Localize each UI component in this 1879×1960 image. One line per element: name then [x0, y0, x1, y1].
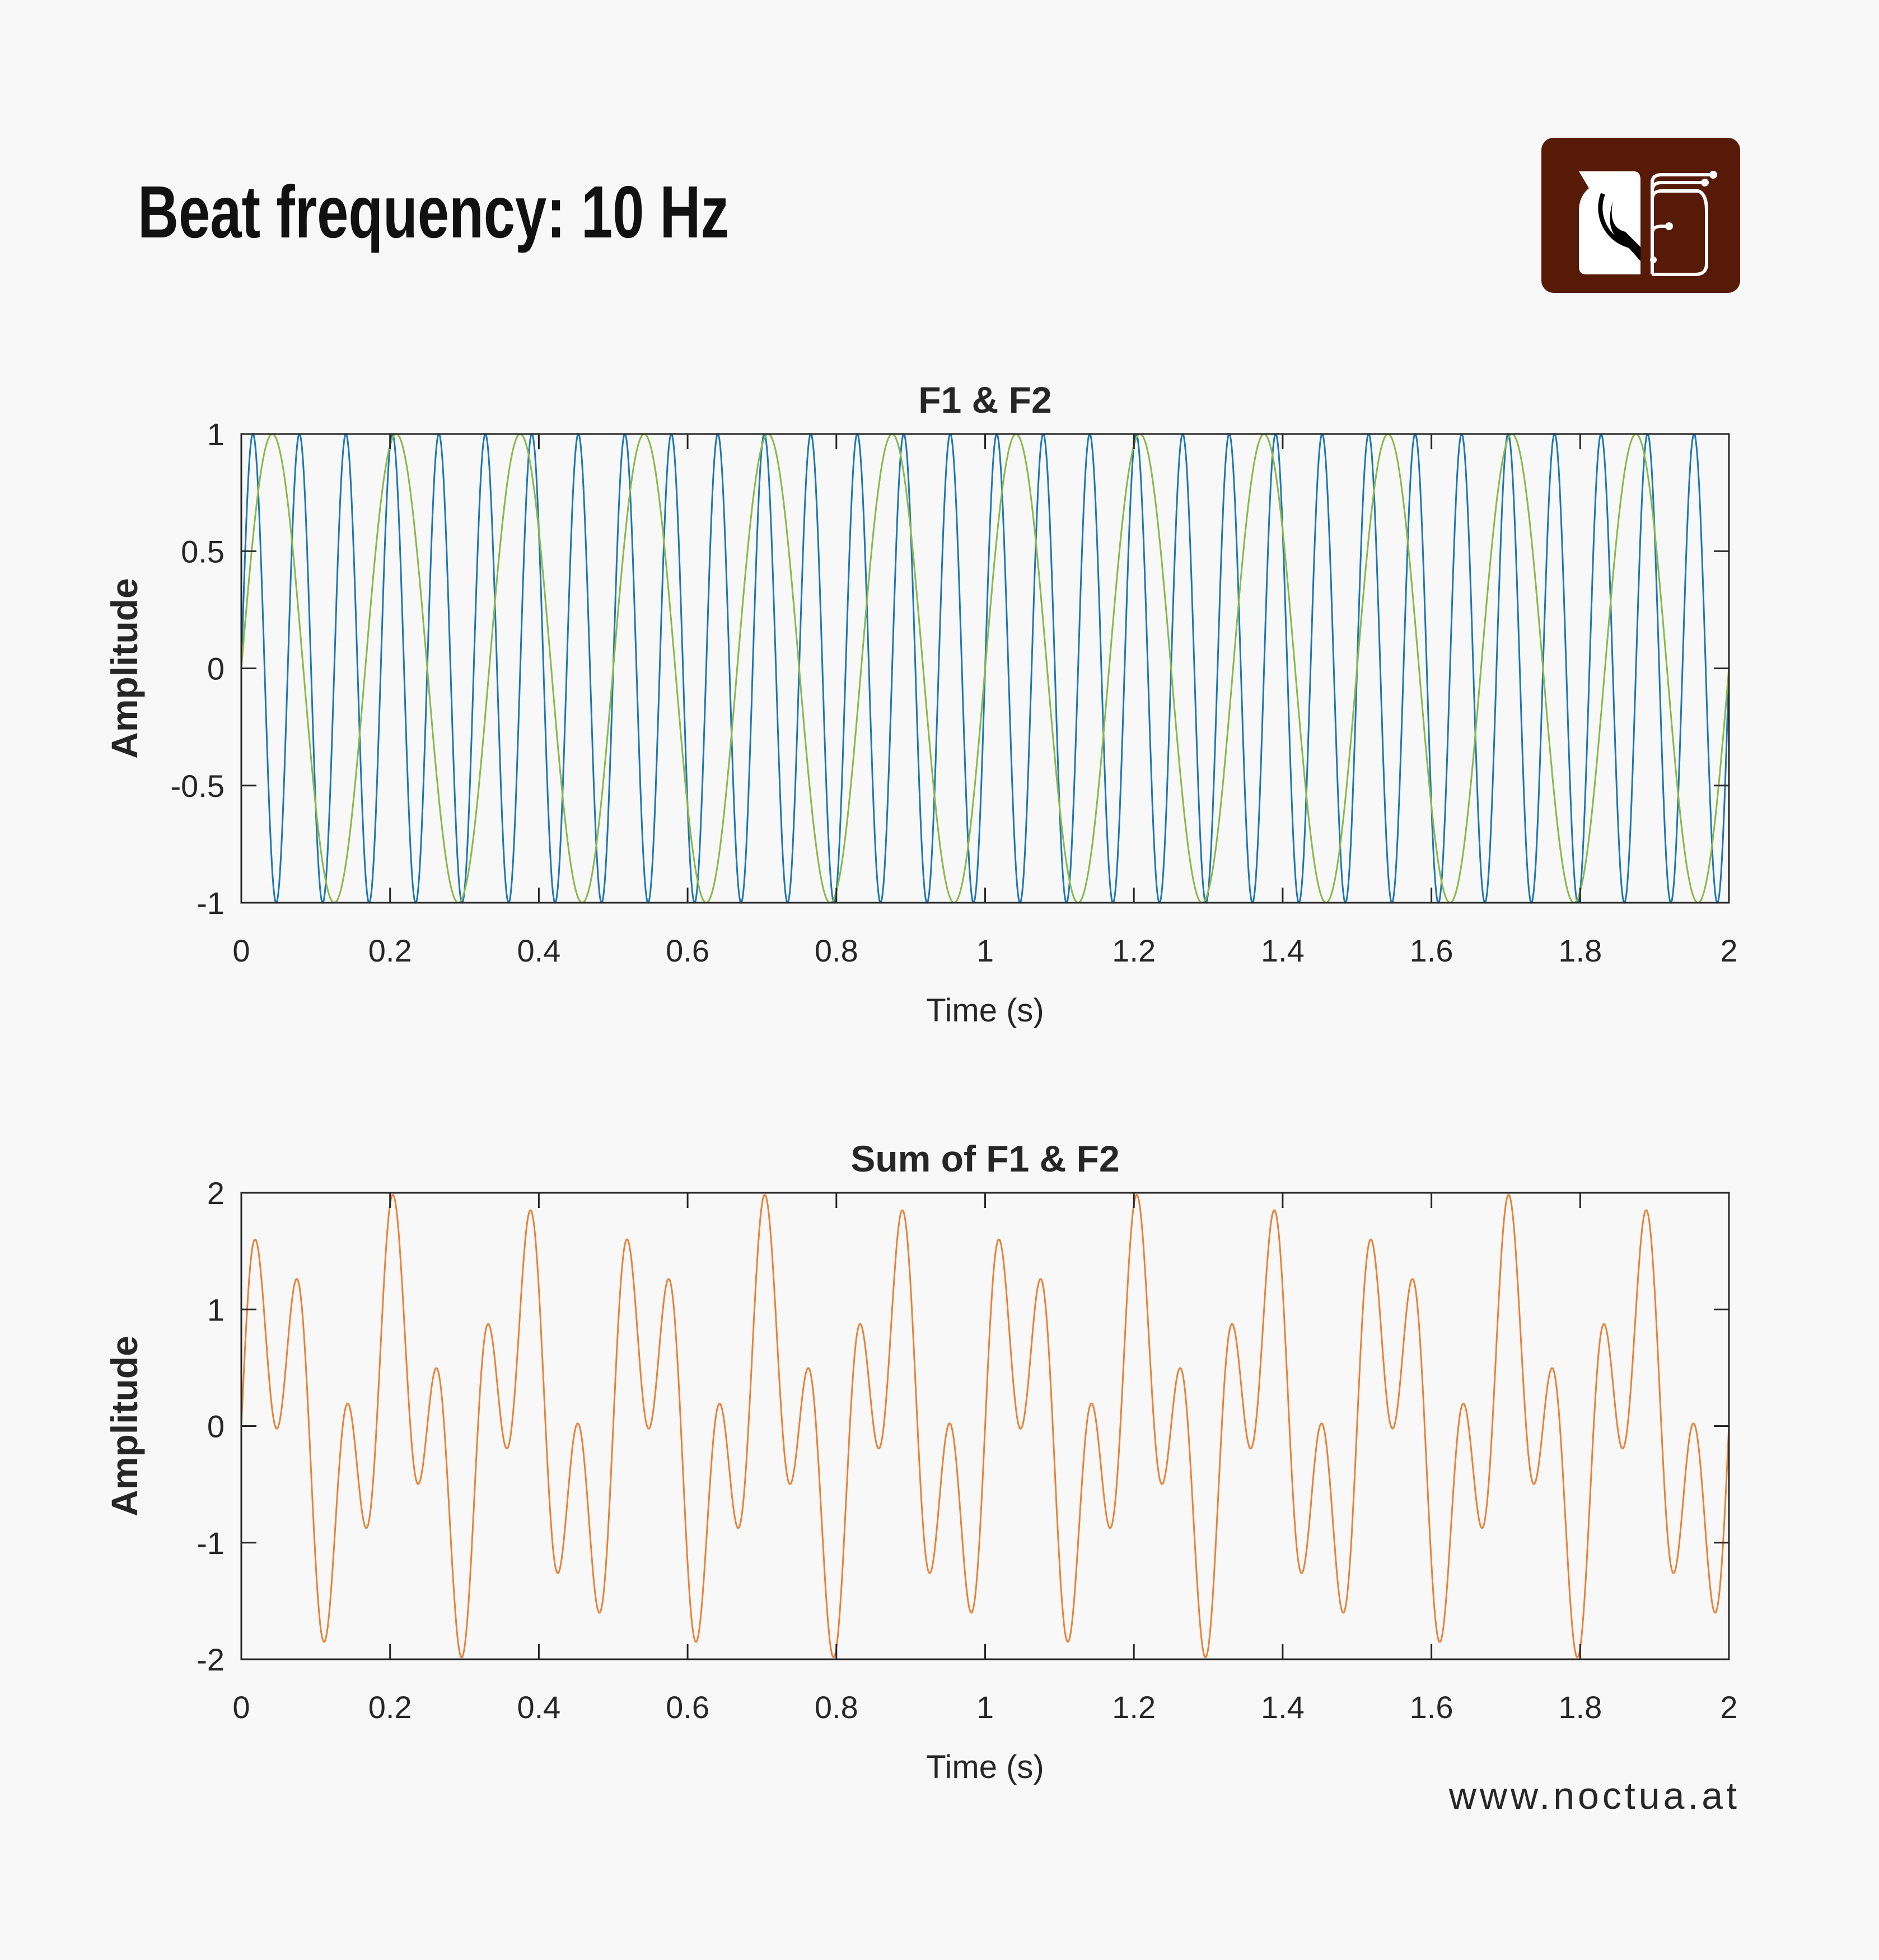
x-tick-label: 1.4: [1261, 1690, 1305, 1725]
x-tick-label: 0.6: [666, 933, 709, 968]
x-tick-label: 0: [232, 1690, 250, 1725]
footer-url: www.noctua.at: [1448, 1775, 1740, 1817]
plot-title: Sum of F1 & F2: [850, 1138, 1119, 1179]
plot-f1-f2: 0 0.2 0.4 0.6 0.8 1 1.2 1.4 1.6 1.8 2 -1 -0.5 0 0.5 1 F1…: [104, 379, 1738, 1029]
x-tick-label: 1.2: [1112, 933, 1156, 968]
y-axis-label: Amplitude: [104, 1336, 145, 1516]
y-tick-label: -1: [197, 885, 225, 921]
y-tick-label: -0.5: [171, 768, 225, 804]
x-tick-label: 1.8: [1558, 1690, 1602, 1725]
circuit-icon: [1651, 173, 1713, 276]
y-axis-label: Amplitude: [104, 578, 145, 759]
x-axis-label: Time (s): [926, 1749, 1044, 1785]
x-tick-label: 0.4: [517, 1690, 560, 1725]
x-tick-label: 0.6: [666, 1690, 709, 1725]
y-tick-label: -2: [197, 1642, 225, 1677]
logo-background: [1541, 138, 1740, 293]
y-tick-label: -1: [197, 1525, 225, 1561]
y-tick-label: 1: [207, 1292, 225, 1327]
x-tick-label: 1.8: [1558, 933, 1602, 968]
plot-sum: 0 0.2 0.4 0.6 0.8 1 1.2 1.4 1.6 1.8 2 -2 -1 0 1 2 Sum of…: [104, 1138, 1738, 1785]
x-tick-label: 1.6: [1410, 1690, 1453, 1725]
x-tick-label: 0.8: [815, 933, 858, 968]
x-axis-label: Time (s): [926, 992, 1044, 1029]
x-tick-label: 1: [976, 933, 994, 968]
x-tick-label: 0.8: [815, 1690, 858, 1725]
x-tick-label: 0: [232, 933, 250, 968]
y-tick-label: 2: [207, 1175, 225, 1211]
page-title: Beat frequency: 10 Hz: [138, 171, 729, 253]
x-tick-label: 2: [1720, 1690, 1737, 1725]
x-tick-label: 1.2: [1112, 1690, 1156, 1725]
x-tick-label: 2: [1720, 933, 1737, 968]
noctua-logo: [1541, 138, 1740, 293]
x-tick-label: 0.2: [368, 933, 412, 968]
x-tick-label: 0.4: [517, 933, 560, 968]
y-tick-label: 0: [207, 651, 225, 687]
y-tick-label: 0.5: [181, 534, 225, 569]
series-line-0: [240, 1194, 1730, 1658]
series-line-1: [240, 433, 1730, 904]
x-tick-label: 0.2: [368, 1690, 412, 1725]
x-tick-label: 1.6: [1410, 933, 1453, 968]
y-tick-label: 1: [207, 417, 225, 452]
plot-title: F1 & F2: [918, 379, 1051, 421]
x-tick-label: 1.4: [1261, 933, 1305, 968]
y-tick-label: 0: [207, 1409, 225, 1444]
owl-face-icon: [1579, 171, 1640, 274]
x-tick-label: 1: [976, 1690, 994, 1725]
